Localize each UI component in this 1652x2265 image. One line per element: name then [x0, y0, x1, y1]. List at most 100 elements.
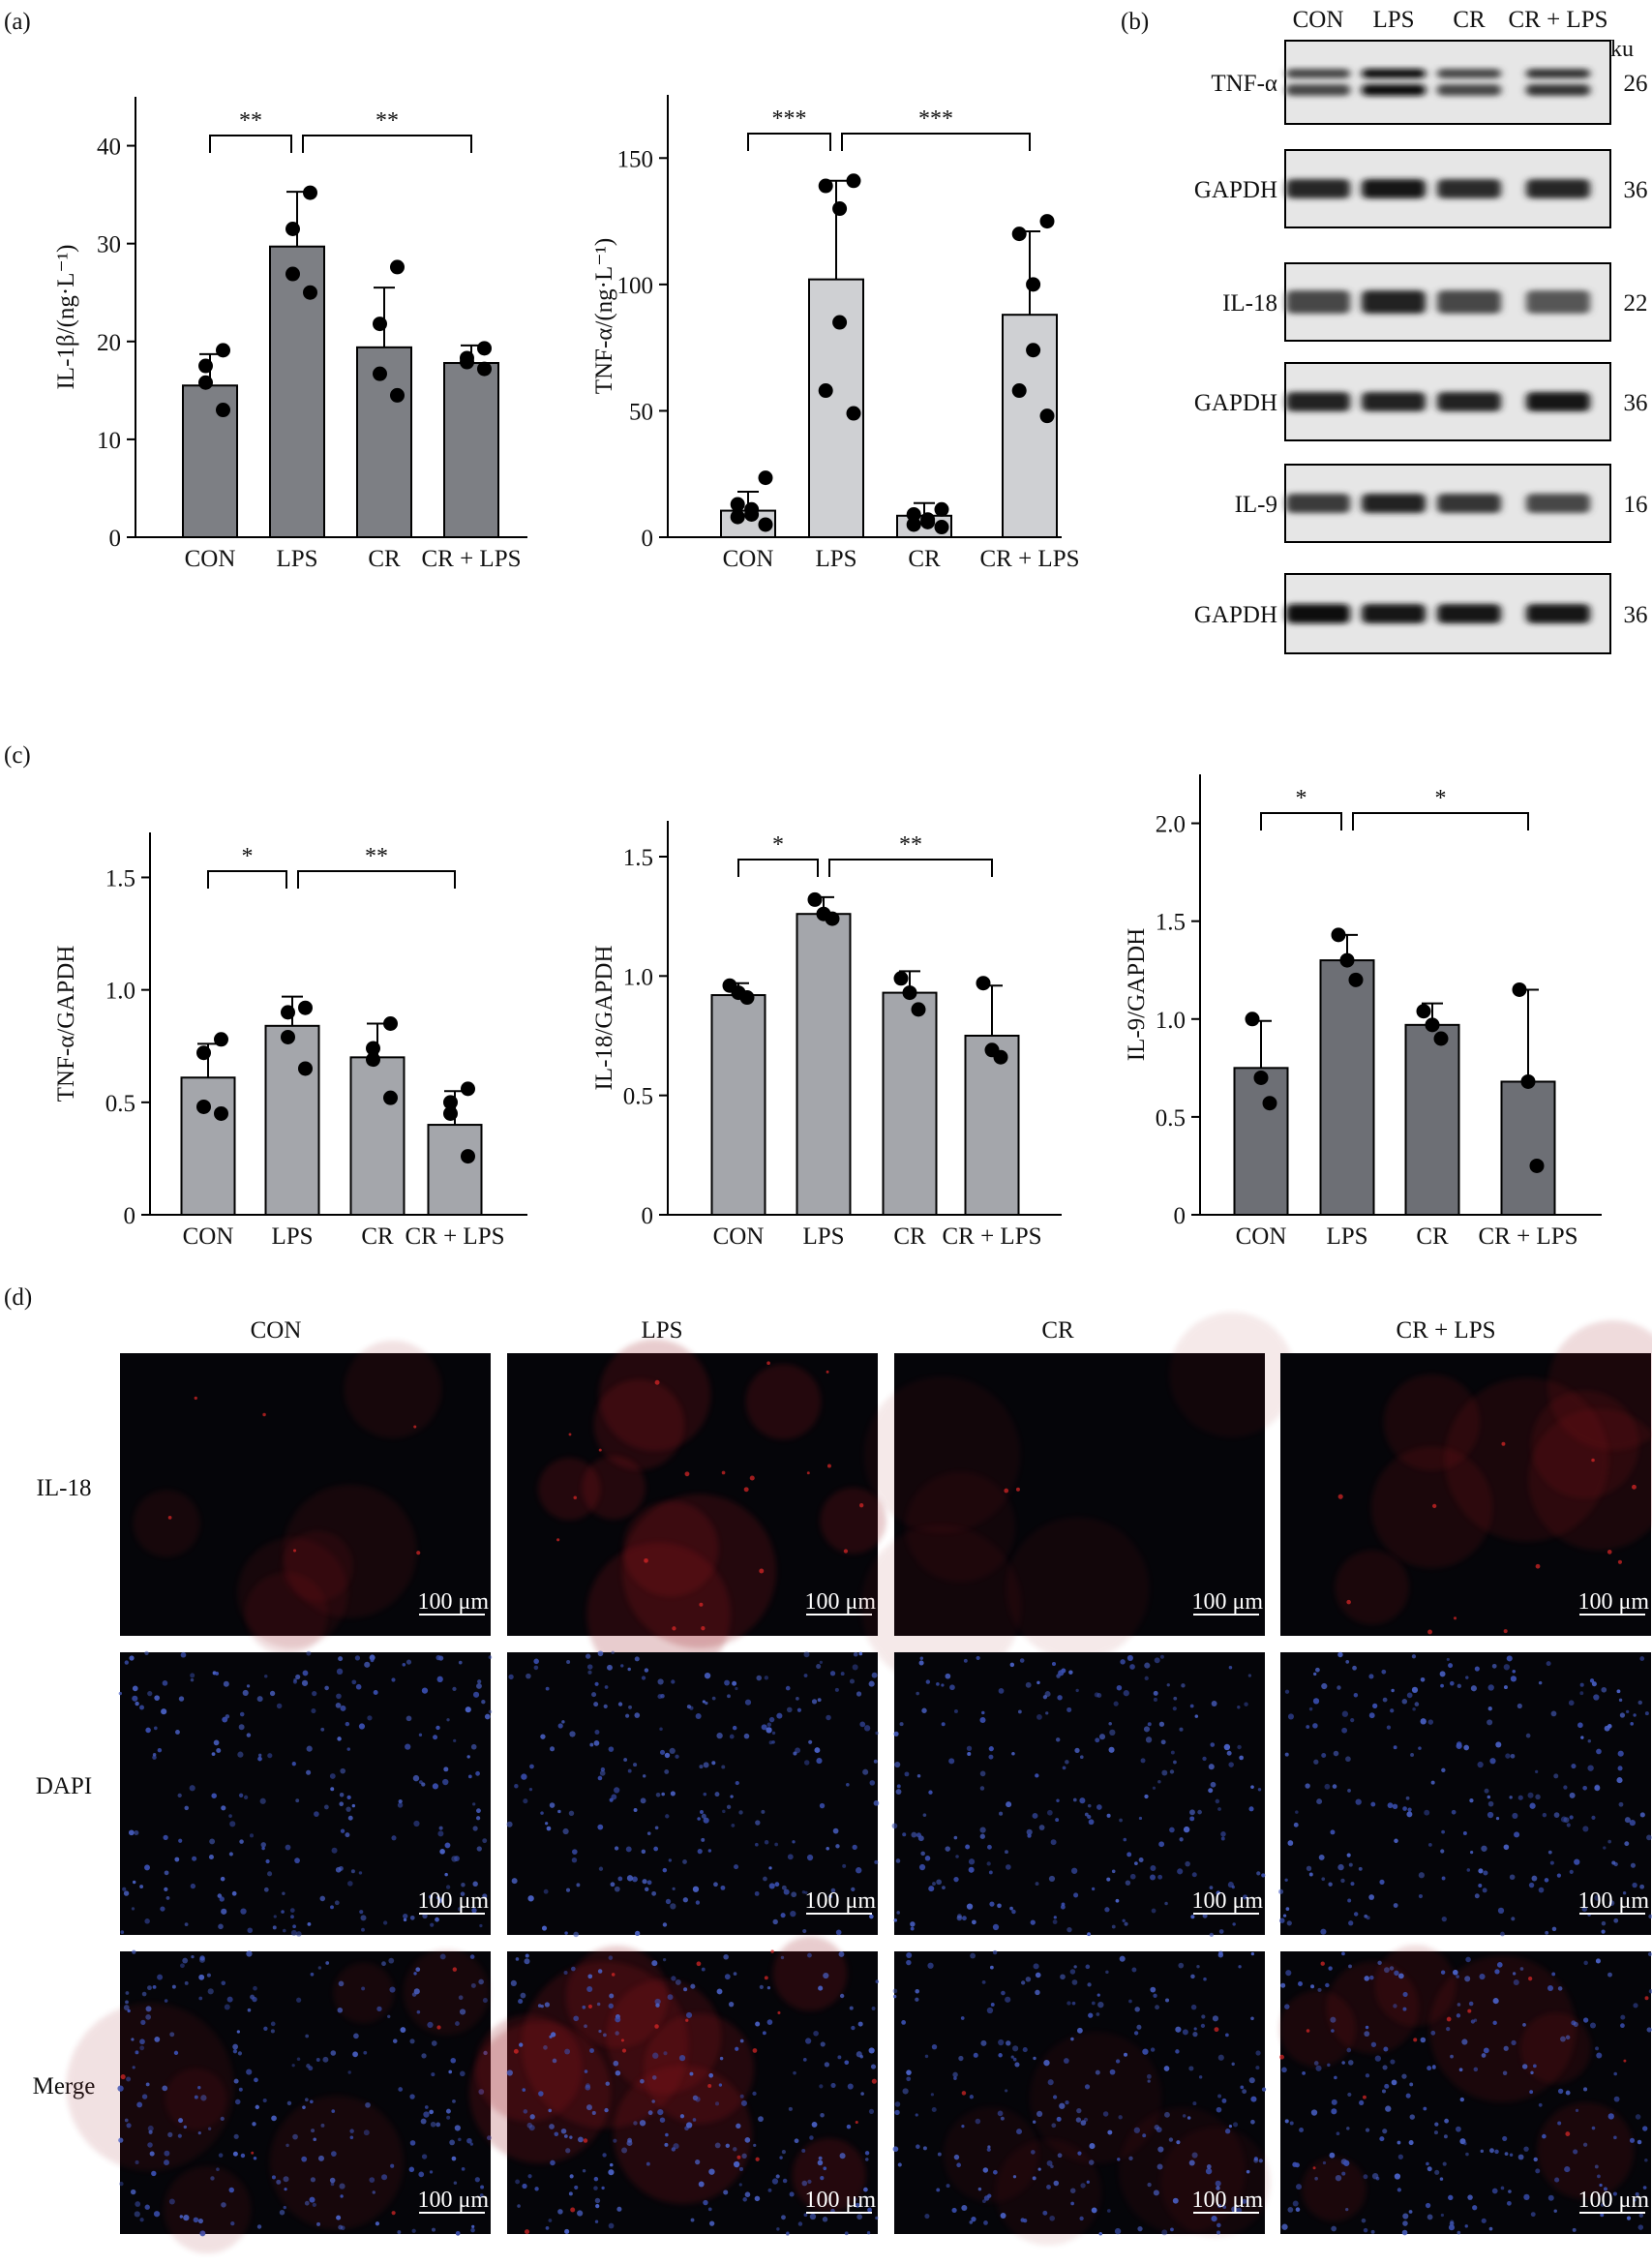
nucleus [980, 2039, 987, 2046]
nucleus [1503, 2045, 1509, 2051]
nucleus [894, 2101, 901, 2107]
scale-bar-label: 100 μm [804, 1888, 876, 1914]
nucleus [308, 2066, 314, 2071]
nucleus [1495, 1816, 1500, 1821]
nucleus [846, 1782, 850, 1787]
nucleus [744, 2137, 751, 2143]
data-point [366, 1052, 380, 1068]
nucleus [1088, 2159, 1095, 2165]
nucleus [600, 1767, 606, 1772]
nucleus [330, 1787, 335, 1792]
nucleus [252, 2122, 256, 2127]
nucleus [271, 2115, 277, 2122]
nucleus [1494, 2149, 1499, 2155]
nucleus [928, 1886, 935, 1892]
nucleus [862, 1768, 869, 1775]
nucleus [1095, 1737, 1100, 1743]
nucleus [444, 1842, 451, 1849]
y-tick-label: 100 [617, 273, 654, 299]
nucleus [445, 1885, 451, 1889]
nucleus [1217, 2094, 1222, 2099]
nucleus [1528, 1882, 1535, 1888]
nucleus [906, 1952, 913, 1959]
nucleus [540, 1734, 546, 1739]
bar [1404, 1023, 1460, 1217]
nucleus [1085, 1964, 1091, 1970]
nucleus [482, 1997, 488, 2004]
nucleus [771, 2178, 779, 2185]
scale-bar-label: 100 μm [1577, 1589, 1649, 1615]
red-speck [1632, 1484, 1637, 1490]
y-axis-label: TNF-α/GAPDH [53, 946, 79, 1102]
x-tick-label: CR [361, 1223, 394, 1250]
nucleus [1166, 1683, 1170, 1687]
significance-bracket [737, 859, 819, 877]
nucleus [178, 2118, 184, 2124]
nucleus [336, 2215, 342, 2220]
nucleus [1172, 2197, 1179, 2204]
nucleus [1188, 2066, 1194, 2071]
nucleus [775, 2174, 780, 2179]
nucleus [1347, 2060, 1354, 2066]
data-point [758, 517, 773, 532]
nucleus [820, 2041, 826, 2047]
nucleus [1465, 1676, 1469, 1679]
red-signal [1428, 1955, 1577, 2102]
nucleus [325, 1961, 330, 1965]
nucleus [391, 1835, 397, 1841]
red-signal [538, 1458, 601, 1521]
nucleus [870, 2064, 877, 2069]
nucleus [352, 2051, 358, 2058]
nucleus [306, 1769, 312, 1775]
nucleus [168, 2198, 175, 2205]
nucleus [733, 1972, 737, 1976]
x-tick-label: CR + LPS [405, 1223, 504, 1250]
nucleus [1232, 1922, 1236, 1926]
data-point [198, 358, 213, 374]
nucleus [1070, 2201, 1074, 2206]
red-speck [598, 1448, 602, 1452]
nucleus [1487, 1811, 1494, 1819]
nucleus [309, 2196, 315, 2203]
blot-size-label: 36 [1624, 602, 1648, 628]
micro-image: 100 μm [120, 1340, 491, 1655]
nucleus [902, 2088, 909, 2095]
red-speck [1528, 1977, 1533, 1981]
nucleus [621, 2147, 628, 2154]
nucleus [786, 2231, 790, 2235]
nucleus [969, 2220, 974, 2224]
nucleus [657, 1694, 663, 1700]
nucleus [1136, 2024, 1142, 2030]
nucleus [1190, 2004, 1197, 2010]
nucleus [1321, 1752, 1327, 1758]
nucleus [992, 1949, 998, 1955]
nucleus [541, 1925, 548, 1931]
nucleus [1158, 1841, 1165, 1848]
nucleus [1125, 1880, 1131, 1886]
micro-column-label: CON [251, 1317, 302, 1344]
nucleus [814, 1747, 821, 1754]
nucleus [1639, 1884, 1645, 1889]
nucleus [1124, 1921, 1128, 1926]
nucleus [1250, 2016, 1254, 2021]
micro-row-label: IL-18 [37, 1475, 92, 1501]
nucleus [124, 1660, 129, 1665]
nucleus [698, 2181, 705, 2188]
nucleus [1474, 1666, 1480, 1672]
nucleus [1509, 1874, 1516, 1881]
red-speck [721, 1470, 726, 1475]
nucleus [801, 2148, 806, 2153]
nucleus [1250, 2119, 1255, 2125]
blot-band [1437, 69, 1501, 78]
nucleus [1368, 1712, 1375, 1719]
nucleus [818, 1985, 824, 1991]
blot-size-label: 36 [1624, 177, 1648, 203]
nucleus [1325, 1982, 1330, 1988]
nucleus [1348, 1920, 1354, 1926]
nucleus [211, 1752, 216, 1756]
nucleus [667, 1994, 674, 2001]
nucleus [446, 1718, 450, 1722]
nucleus [510, 1979, 517, 1986]
nucleus [1058, 1670, 1065, 1676]
red-speck [1279, 2054, 1284, 2060]
